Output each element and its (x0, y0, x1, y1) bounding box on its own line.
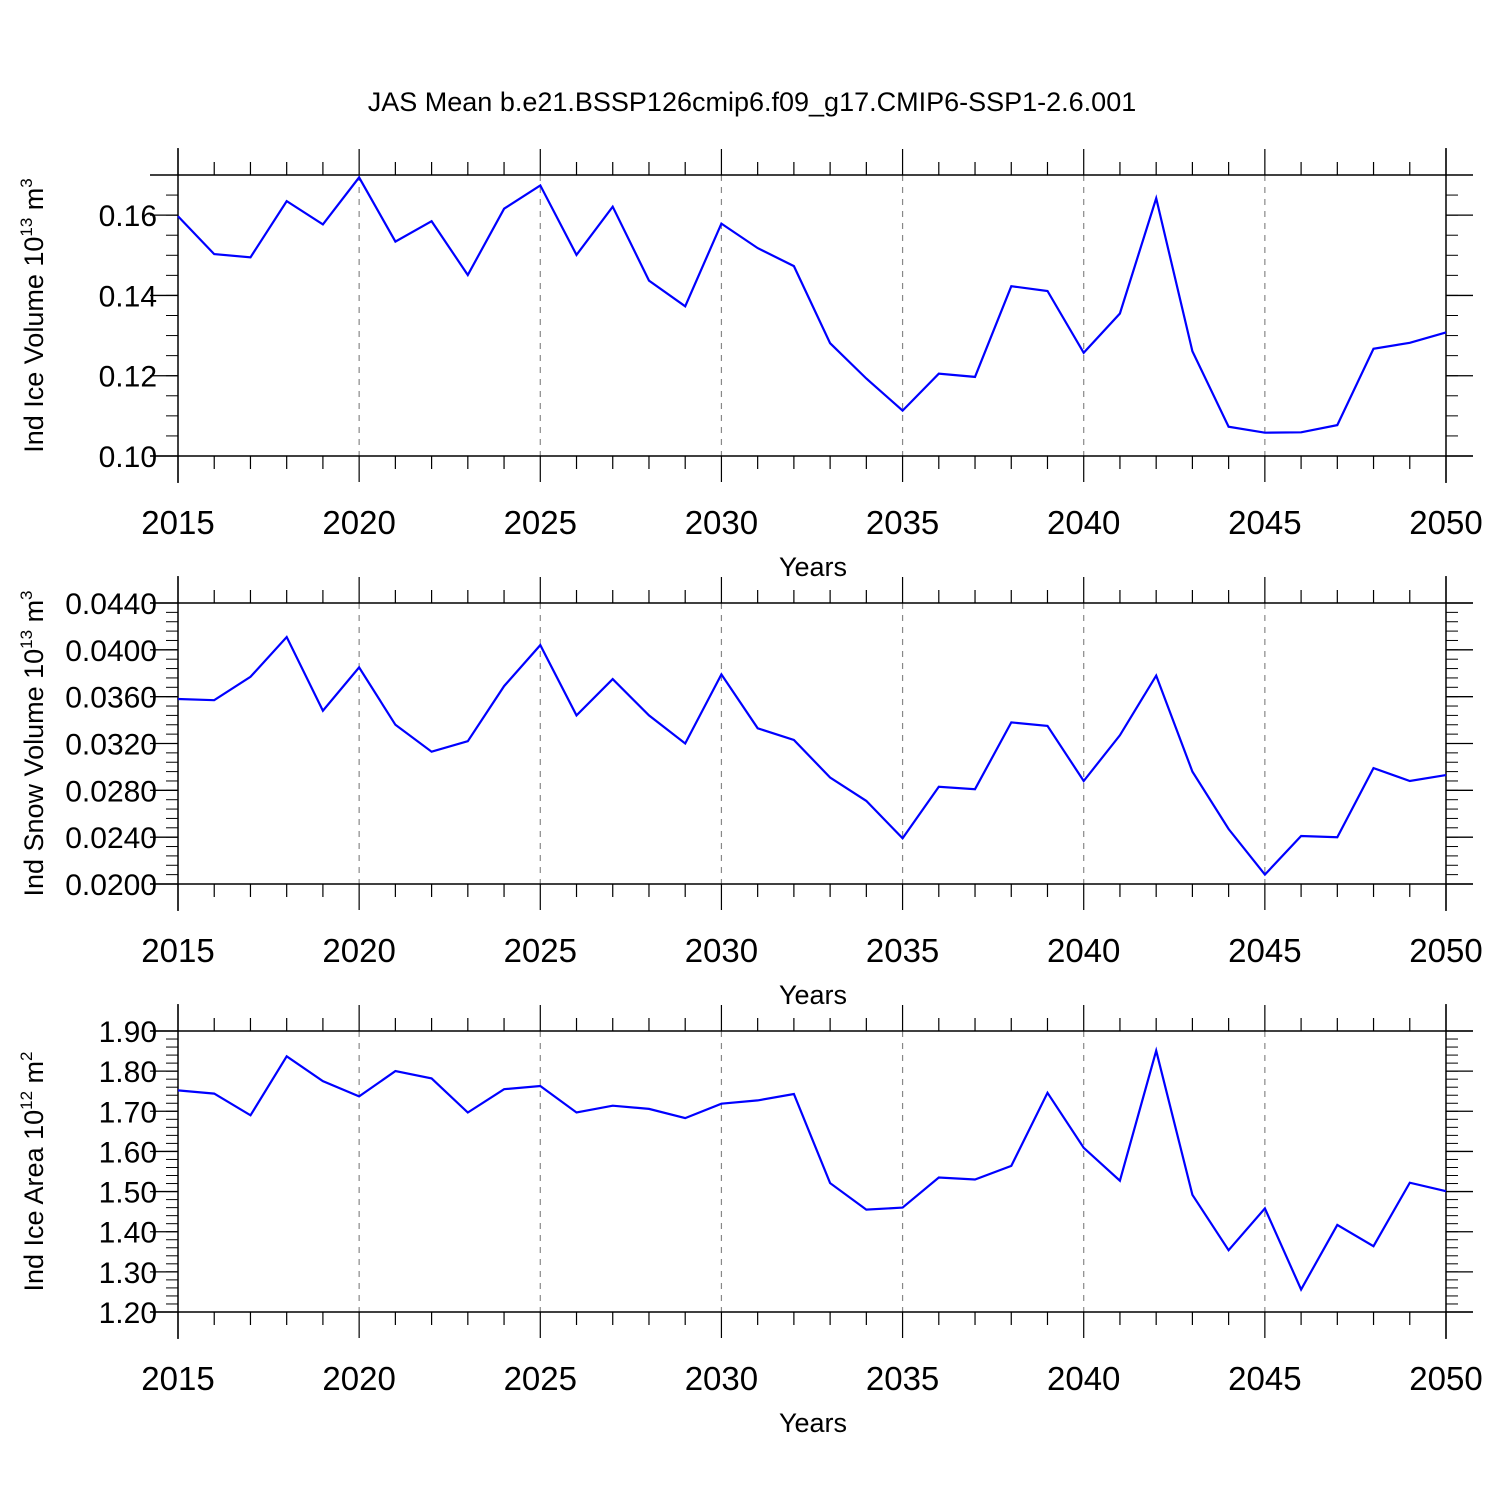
y-tick-label: 1.40 (99, 1217, 157, 1250)
x-tick-label: 2035 (866, 932, 939, 969)
x-tick-label: 2020 (322, 932, 395, 969)
y-tick-label: 0.0360 (65, 682, 157, 715)
y-tick-label: 1.90 (99, 1016, 157, 1049)
y-axis-label: Ind Ice Area 1012 m2 (17, 1051, 49, 1291)
x-tick-label: 2045 (1228, 1360, 1301, 1397)
x-tick-label: 2015 (141, 1360, 214, 1397)
x-tick-label: 2050 (1409, 504, 1482, 541)
x-tick-label: 2015 (141, 932, 214, 969)
y-tick-label: 0.0400 (65, 635, 157, 668)
y-tick-label: 0.0240 (65, 822, 157, 855)
x-tick-label: 2045 (1228, 932, 1301, 969)
y-tick-label: 0.10 (99, 441, 157, 474)
series-line-ind-snow-volume (177, 635, 1447, 877)
panel-2: 2015 2020 2025 2030 2035 2040 2045 2050 0.0200 0.… (17, 576, 1483, 1010)
x-tick-label: 2020 (322, 1360, 395, 1397)
x-tick-label: 2040 (1047, 932, 1120, 969)
panel-3: 2015 2020 2025 2030 2035 2040 2045 2050 1.20 1.30… (17, 1004, 1483, 1438)
x-tick-label: 2035 (866, 1360, 939, 1397)
x-tick-label: 2025 (504, 932, 577, 969)
y-axis-label-text: Ind Snow Volume 10 (19, 649, 49, 897)
y-tick-label: 1.70 (99, 1096, 157, 1129)
y-tick-label: 0.0200 (65, 869, 157, 902)
x-tick-label: 2040 (1047, 1360, 1120, 1397)
x-tick-label: 2030 (685, 1360, 758, 1397)
x-tick-label: 2030 (685, 504, 758, 541)
y-tick-label: 0.14 (99, 280, 157, 313)
y-axis-label-text: m (19, 600, 49, 630)
x-axis-label: Years (779, 1408, 847, 1438)
y-tick-label: 0.0440 (65, 588, 157, 621)
x-tick-label: 2025 (504, 1360, 577, 1397)
x-tick-label: 2050 (1409, 932, 1482, 969)
x-axis-label: Years (779, 980, 847, 1010)
y-tick-label: 1.20 (99, 1297, 157, 1330)
x-tick-label: 2040 (1047, 504, 1120, 541)
x-tick-label: 2020 (322, 504, 395, 541)
y-tick-label: 1.60 (99, 1136, 157, 1169)
y-tick-label: 0.16 (99, 200, 157, 233)
y-tick-label: 1.30 (99, 1257, 157, 1290)
y-tick-label: 1.50 (99, 1177, 157, 1210)
x-tick-label: 2015 (141, 504, 214, 541)
y-axis-label-text: Ind Ice Area 10 (19, 1110, 49, 1292)
y-axis-label-superscript: 3 (17, 590, 36, 599)
y-axis-label-text: m (19, 1061, 49, 1091)
y-axis-label-superscript: 13 (17, 630, 36, 649)
x-tick-label: 2050 (1409, 1360, 1482, 1397)
y-axis-label-superscript: 13 (17, 218, 36, 237)
y-axis-label-text: m (19, 188, 49, 218)
x-tick-label: 2025 (504, 504, 577, 541)
y-axis-label-superscript: 3 (17, 178, 36, 187)
chart-title: JAS Mean b.e21.BSSP126cmip6.f09_g17.CMIP… (368, 87, 1136, 117)
x-tick-label: 2045 (1228, 504, 1301, 541)
x-axis-label: Years (779, 552, 847, 582)
series-line-ind-ice-volume (177, 175, 1447, 434)
y-axis-label: Ind Ice Volume 1013 m3 (17, 178, 49, 453)
panel-1: 2015 2020 2025 2030 2035 2040 2045 2050 0.10 0.12… (17, 148, 1483, 582)
y-tick-label: 1.80 (99, 1056, 157, 1089)
y-axis-label-superscript: 2 (17, 1051, 36, 1060)
y-tick-label: 0.12 (99, 361, 157, 394)
x-tick-label: 2030 (685, 932, 758, 969)
y-tick-label: 0.0320 (65, 729, 157, 762)
y-axis-label-text: Ind Ice Volume 10 (19, 237, 49, 453)
series-line-ind-ice-area (177, 1046, 1447, 1292)
y-axis-label: Ind Snow Volume 1013 m3 (17, 590, 49, 896)
y-axis-label-superscript: 12 (17, 1091, 36, 1110)
y-tick-label: 0.0280 (65, 775, 157, 808)
x-tick-label: 2035 (866, 504, 939, 541)
